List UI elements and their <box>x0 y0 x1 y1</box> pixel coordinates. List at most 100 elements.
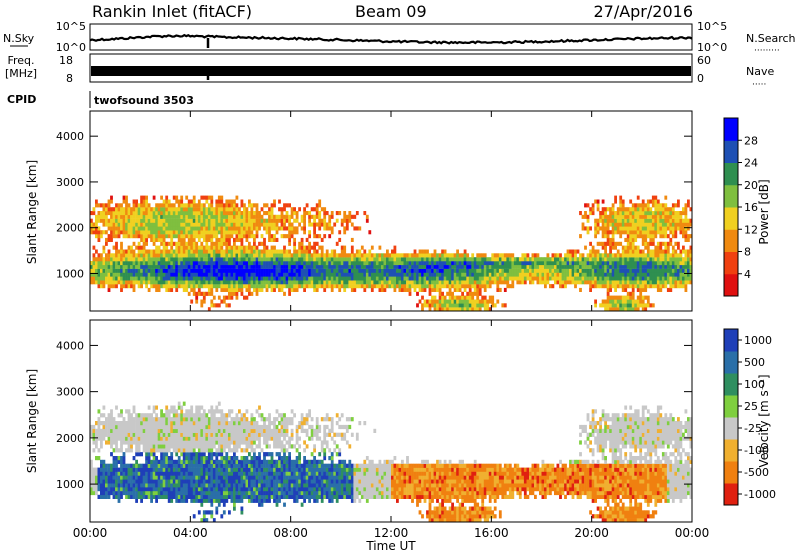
heatmap-cell <box>664 272 668 277</box>
heatmap-cell <box>689 272 693 277</box>
heatmap-cell <box>127 432 131 437</box>
heatmap-cell <box>215 214 219 219</box>
heatmap-cell <box>135 490 138 496</box>
heatmap-cell <box>355 280 359 285</box>
heatmap-cell <box>288 249 291 254</box>
heatmap-cell <box>160 424 163 430</box>
heatmap-cell <box>105 280 108 285</box>
heatmap-cell <box>368 257 372 262</box>
heatmap-cell <box>157 276 161 281</box>
heatmap-cell <box>581 264 585 269</box>
heatmap-cell <box>150 249 153 254</box>
heatmap-cell <box>125 280 128 285</box>
heatmap-cell <box>195 245 199 250</box>
heatmap-cell <box>546 264 550 269</box>
heatmap-cell <box>606 207 610 212</box>
heatmap-cell <box>483 299 487 304</box>
heatmap-cell <box>160 448 163 453</box>
heatmap-cell <box>375 264 379 269</box>
heatmap-cell <box>180 452 184 457</box>
heatmap-cell <box>626 230 630 235</box>
heatmap-cell <box>433 303 437 308</box>
heatmap-cell <box>185 272 189 277</box>
heatmap-cell <box>664 264 668 269</box>
heatmap-cell <box>574 268 577 273</box>
heatmap-cell <box>157 261 161 266</box>
heatmap-cell <box>177 218 181 223</box>
heatmap-cell <box>646 303 650 308</box>
heatmap-cell <box>365 284 369 289</box>
heatmap-cell <box>167 222 171 227</box>
heatmap-cell <box>212 222 216 227</box>
heatmap-cell <box>167 261 171 266</box>
heatmap-cell <box>115 490 118 496</box>
heatmap-cell <box>278 276 281 281</box>
heatmap-cell <box>601 284 605 289</box>
heatmap-cell <box>105 471 108 476</box>
heatmap-cell <box>393 284 397 289</box>
heatmap-cell <box>115 440 118 445</box>
heatmap-cell <box>443 299 447 304</box>
heatmap-cell <box>687 226 690 231</box>
heatmap-cell <box>240 234 244 239</box>
heatmap-cell <box>197 207 201 212</box>
heatmap-cell <box>451 253 454 258</box>
heatmap-cell <box>100 432 103 437</box>
heatmap-cell <box>97 436 101 441</box>
heatmap-cell <box>328 280 332 285</box>
heatmap-cell <box>666 249 670 254</box>
heatmap-cell <box>182 264 186 269</box>
heatmap-cell <box>165 207 169 212</box>
heatmap-cell <box>534 264 537 269</box>
heatmap-cell <box>443 307 447 312</box>
heatmap-cell <box>117 456 121 461</box>
heatmap-cell <box>408 272 412 277</box>
heatmap-cell <box>531 264 535 269</box>
heatmap-cell <box>629 257 633 262</box>
heatmap-cell <box>609 230 612 235</box>
heatmap-cell <box>210 199 214 204</box>
heatmap-cell <box>230 276 234 281</box>
heatmap-cell <box>634 268 638 273</box>
heatmap-cell <box>177 444 181 449</box>
heatmap-cell <box>197 490 201 496</box>
heatmap-cell <box>594 261 597 266</box>
heatmap-cell <box>360 280 364 285</box>
heatmap-cell <box>483 257 487 262</box>
heatmap-cell <box>187 264 191 269</box>
heatmap-cell <box>248 264 251 269</box>
heatmap-cell <box>140 195 143 200</box>
heatmap-cell <box>569 257 572 262</box>
heatmap-cell <box>177 436 181 441</box>
heatmap-cell <box>202 280 206 285</box>
heatmap-cell <box>609 211 612 216</box>
heatmap-cell <box>190 237 194 242</box>
heatmap-cell <box>649 303 653 308</box>
heatmap-cell <box>446 268 449 273</box>
heatmap-cell <box>358 261 362 266</box>
heatmap-cell <box>180 284 184 289</box>
heatmap-cell <box>659 207 663 212</box>
heatmap-cell <box>659 272 663 277</box>
heatmap-cell <box>606 218 610 223</box>
heatmap-cell <box>501 253 505 258</box>
heatmap-cell <box>100 479 103 484</box>
heatmap-cell <box>92 487 96 492</box>
heatmap-cell <box>155 498 158 503</box>
heatmap-cell <box>263 284 266 289</box>
heatmap-cell <box>664 234 668 239</box>
heatmap-cell <box>97 253 101 258</box>
heatmap-cell <box>634 307 638 312</box>
heatmap-cell <box>157 203 161 208</box>
heatmap-cell <box>192 249 196 254</box>
heatmap-cell <box>127 226 131 231</box>
heatmap-cell <box>634 226 638 231</box>
heatmap-cell <box>195 268 199 273</box>
heatmap-cell <box>544 264 547 269</box>
heatmap-cell <box>142 230 146 235</box>
heatmap-cell <box>162 417 166 422</box>
heatmap-cell <box>185 280 189 285</box>
heatmap-cell <box>677 245 680 250</box>
heatmap-cell <box>185 448 189 453</box>
heatmap-cell <box>308 257 311 262</box>
